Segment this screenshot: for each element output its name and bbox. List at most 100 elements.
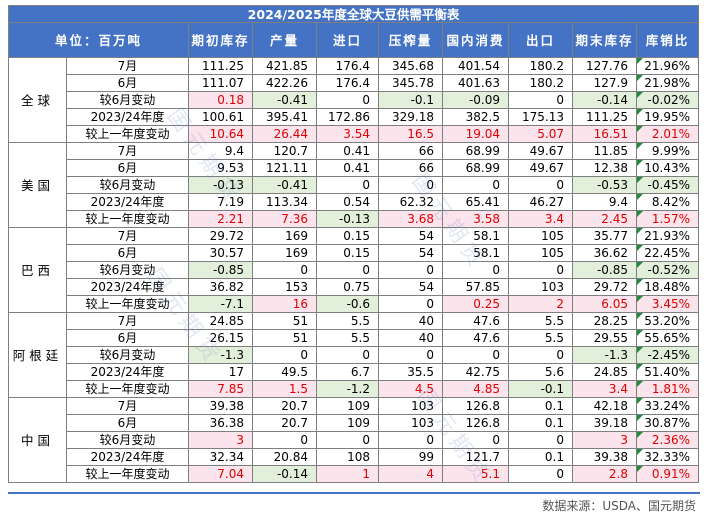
cell-value: 16 [292, 296, 308, 311]
data-cell: 58.1 [442, 244, 509, 262]
data-cell: 32.33% [636, 448, 699, 466]
region-label: 美国 [8, 142, 67, 228]
cell-value: 42.75 [465, 364, 500, 379]
data-cell: 57.85 [442, 278, 509, 296]
cell-value: 5.07 [537, 126, 564, 141]
data-cell: 36.82 [188, 278, 253, 296]
cell-value: 401.54 [458, 58, 500, 73]
cell-value: 329.18 [392, 109, 434, 124]
data-cell: 16.51 [572, 125, 637, 143]
data-cell: 0 [508, 176, 573, 194]
cell-value: 3.58 [473, 211, 500, 226]
cell-value: 126.8 [465, 415, 500, 430]
data-cell: 24.85 [572, 363, 637, 381]
cell-value: 4 [426, 466, 434, 481]
data-cell: 24.85 [188, 312, 253, 330]
cell-value: 127.76 [586, 58, 628, 73]
data-cell: 6.05 [572, 295, 637, 313]
cell-value: -0.13 [212, 177, 244, 192]
cell-value: 345.78 [392, 75, 434, 90]
data-cell: 2.8 [572, 465, 637, 483]
cell-value: 21.93% [644, 228, 690, 243]
cell-value: 0 [362, 262, 370, 277]
data-cell: 51.40% [636, 363, 699, 381]
cell-value: 121.7 [465, 449, 500, 464]
data-cell: 111.25 [572, 108, 637, 126]
row-label: 2023/24年度 [66, 448, 189, 466]
data-cell: 0 [378, 346, 443, 364]
data-cell: 3 [572, 431, 637, 449]
cell-value: 53.20% [644, 313, 690, 328]
cell-value: 103 [411, 415, 434, 430]
data-cell: 5.5 [508, 329, 573, 347]
cell-value: 6.05 [601, 296, 628, 311]
data-cell: 3.4 [572, 380, 637, 398]
cell-value: -2.45% [647, 347, 690, 362]
column-header: 压榨量 [378, 22, 443, 58]
cell-value: 54 [418, 228, 434, 243]
cell-value: 20.7 [281, 415, 308, 430]
data-cell: 0 [316, 346, 379, 364]
cell-value: 40 [418, 330, 434, 345]
cell-value: 21.96% [644, 58, 690, 73]
cell-value: 2.36% [651, 432, 690, 447]
data-cell: 29.55 [572, 329, 637, 347]
cell-value: 5.5 [350, 330, 370, 345]
data-cell: 21.93% [636, 227, 699, 245]
cell-value: -0.41 [276, 92, 308, 107]
data-cell: 36.38 [188, 414, 253, 432]
cell-value: 395.41 [266, 109, 308, 124]
data-cell: 54 [378, 244, 443, 262]
data-cell: 0 [442, 346, 509, 364]
data-cell: 0.25 [442, 295, 509, 313]
cell-value: 105 [541, 228, 564, 243]
table-row: 美国 7月 9.4 120.7 0.41 66 68.99 49.67 11.85 9.99% [8, 142, 699, 228]
cell-value: 2.21 [217, 211, 244, 226]
region-label: 阿根廷 [8, 312, 67, 398]
data-cell: 172.86 [316, 108, 379, 126]
data-cell: -0.1 [508, 380, 573, 398]
cell-value: -0.02% [647, 92, 690, 107]
cell-value: 36.38 [209, 415, 244, 430]
header-row: 单位：百万吨 期初库存 产量 进口 压榨量 国内消费 出口 期末库存 库销比 [8, 22, 699, 58]
cell-value: -0.09 [468, 92, 500, 107]
table-row: 阿根廷 7月 24.85 51 5.5 40 47.6 5.5 28.25 53.20% [8, 312, 699, 398]
row-label: 较6月变动 [66, 346, 189, 364]
row-label: 较上一年度变动 [66, 380, 189, 398]
data-cell: -0.85 [572, 261, 637, 279]
data-cell: 20.7 [252, 397, 317, 415]
cell-value: 16.51 [593, 126, 628, 141]
data-cell: 401.54 [442, 57, 509, 75]
data-cell: -1.3 [188, 346, 253, 364]
cell-value: 47.6 [473, 313, 500, 328]
column-header: 产量 [252, 22, 317, 58]
data-cell: -2.45% [636, 346, 699, 364]
cell-value: 16.5 [407, 126, 434, 141]
cell-value: 58.1 [473, 245, 500, 260]
data-cell: -0.85 [188, 261, 253, 279]
cell-value: 111.25 [586, 109, 628, 124]
cell-value: -1.3 [604, 347, 628, 362]
cell-value: 0.41 [343, 160, 370, 175]
table-row: 中国 7月 39.38 20.7 109 103 126.8 0.1 42.18 33.24% [8, 397, 699, 483]
table-row: 较上一年度变动 7.04 -0.14 1 4 5.1 0 2.8 0.91% [9, 465, 699, 483]
cell-value: 120.7 [273, 143, 308, 158]
data-cell: 39.38 [188, 397, 253, 415]
cell-value: 113.34 [266, 194, 308, 209]
data-cell: 55.65% [636, 329, 699, 347]
cell-value: 55.65% [644, 330, 690, 345]
cell-value: 3.4 [608, 381, 628, 396]
cell-value: 153 [285, 279, 308, 294]
cell-value: 7.36 [281, 211, 308, 226]
cell-value: 0 [492, 262, 500, 277]
data-cell: -0.53 [572, 176, 637, 194]
cell-value: 54 [418, 279, 434, 294]
cell-value: -7.1 [220, 296, 244, 311]
data-cell: 5.6 [508, 363, 573, 381]
data-cell: 51 [252, 329, 317, 347]
cell-value: 49.5 [281, 364, 308, 379]
table-row: 2023/24年度 100.61 395.41 172.86 329.18 382.5 17… [9, 108, 699, 126]
cell-value: 3.54 [343, 126, 370, 141]
cell-value: 169 [285, 245, 308, 260]
data-cell: -1.3 [572, 346, 637, 364]
